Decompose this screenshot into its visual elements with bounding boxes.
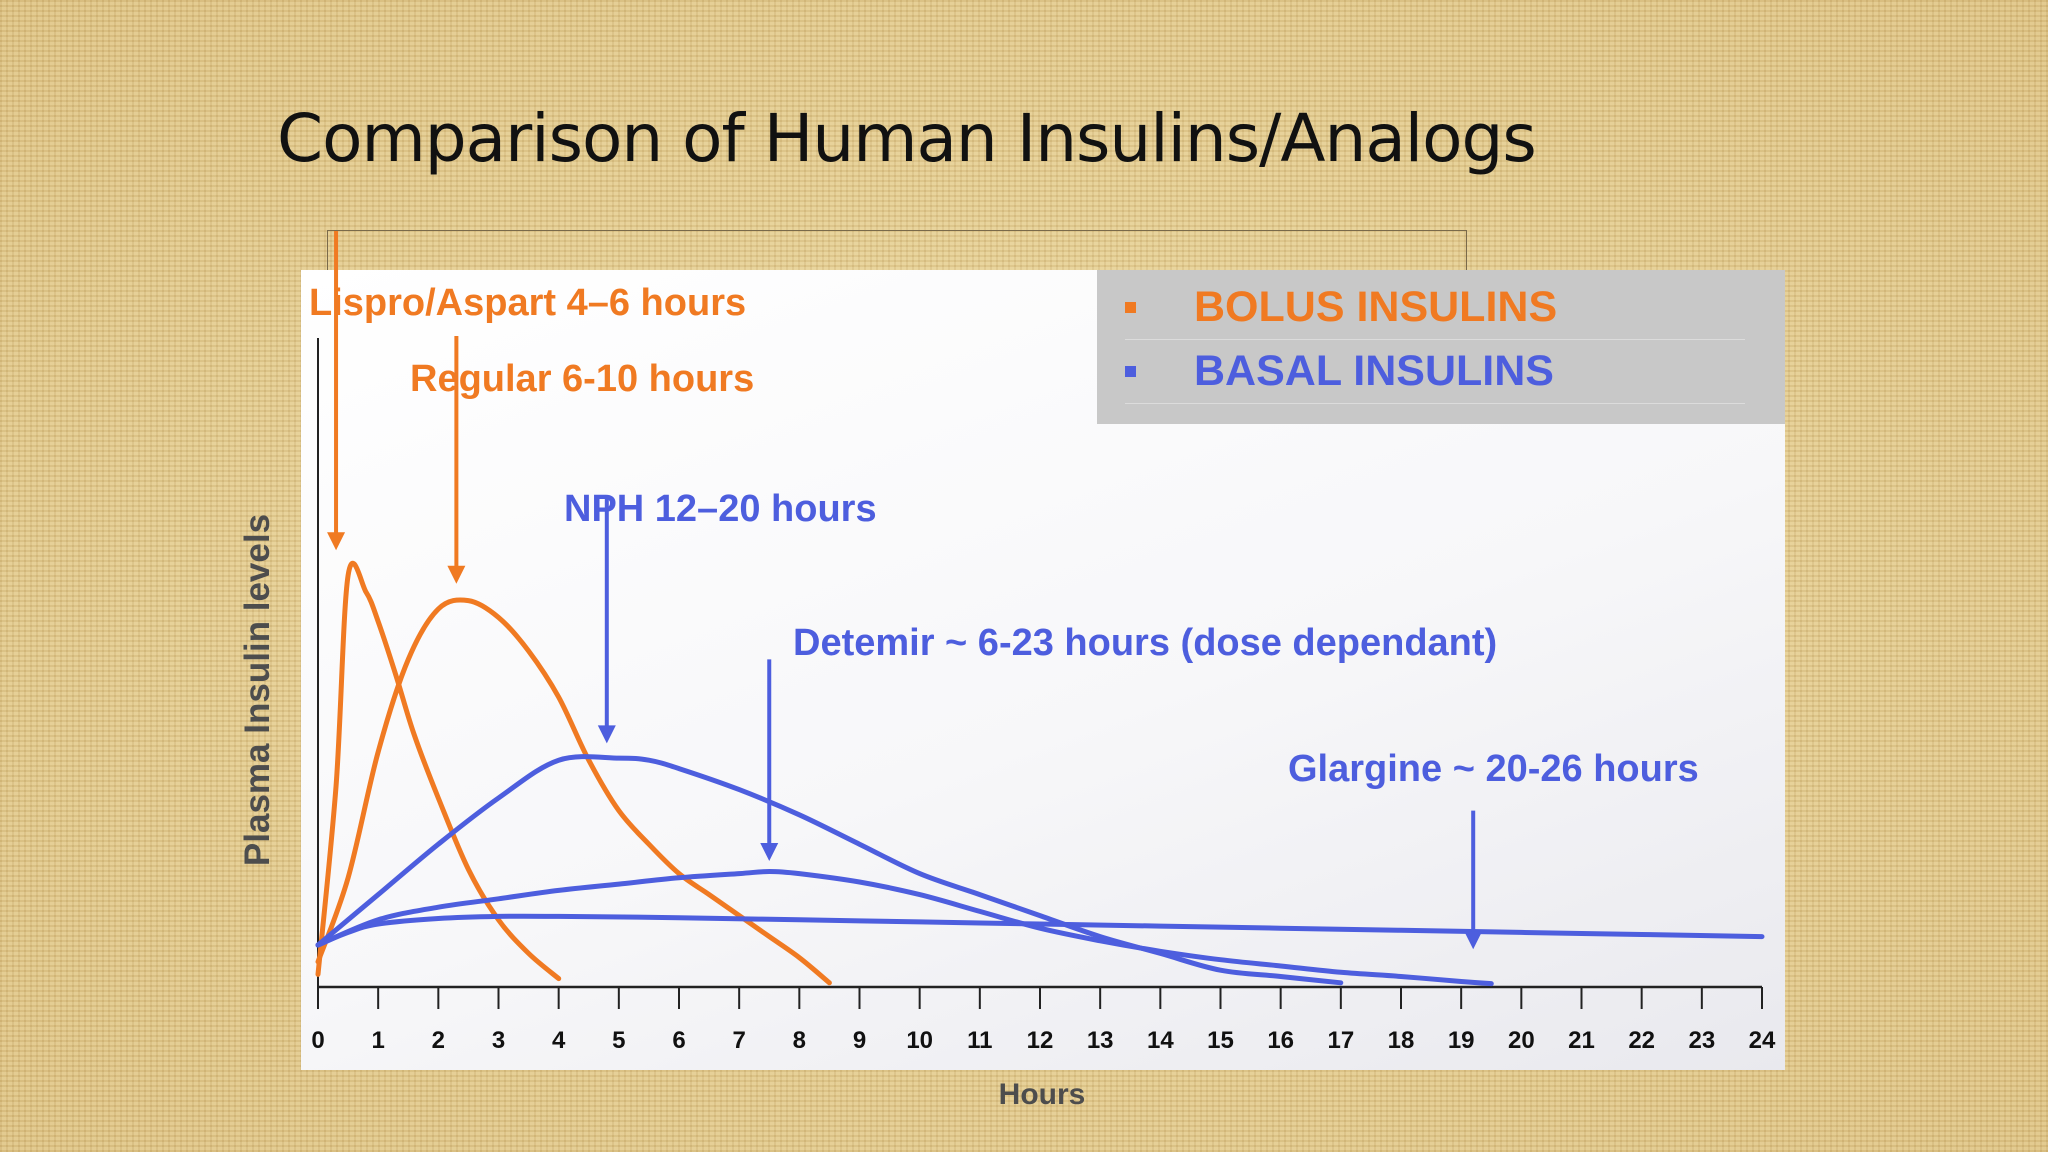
annotation-detemir: Detemir ~ 6-23 hours (dose dependant)	[793, 622, 1498, 664]
slide-title: Comparison of Human Insulins/Analogs	[277, 100, 1537, 177]
curve-glargine	[315, 913, 1765, 948]
annotation-regular: Regular 6-10 hours	[410, 358, 755, 400]
annotation-arrowhead-icon	[327, 532, 346, 551]
x-tick-label: 2	[432, 1027, 445, 1054]
x-tick-label: 7	[732, 1027, 745, 1054]
annotation-lispro: Lispro/Aspart 4–6 hours	[309, 282, 747, 324]
x-tick-label: 11	[967, 1027, 992, 1054]
bolus-marker-icon	[1125, 301, 1136, 313]
chart-curves	[315, 560, 1765, 987]
x-tick-label: 5	[612, 1027, 625, 1054]
x-axis-label: Hours	[998, 1078, 1086, 1111]
x-tick-label: 9	[853, 1027, 866, 1054]
x-tick-label: 4	[552, 1027, 566, 1054]
x-tick-label: 0	[311, 1027, 324, 1054]
x-tick-label: 21	[1568, 1027, 1595, 1054]
x-tick-label: 23	[1688, 1027, 1715, 1054]
y-axis-label: Plasma Insulin levels	[238, 513, 277, 867]
annotation-arrowhead-icon	[1464, 931, 1483, 950]
x-tick-label: 18	[1388, 1027, 1415, 1054]
annotation-arrowhead-icon	[597, 725, 616, 744]
legend-item-basal: BASAL INSULINS	[1125, 339, 1745, 404]
x-tick-label: 6	[672, 1027, 685, 1054]
legend-item-bolus: BOLUS INSULINS	[1125, 275, 1745, 340]
basal-marker-icon	[1125, 365, 1136, 377]
curve-detemir	[315, 869, 1494, 987]
x-tick-label: 10	[906, 1027, 933, 1054]
x-tick-label: 1	[371, 1027, 384, 1054]
curve-nph	[315, 754, 1344, 986]
x-tick-label: 3	[492, 1027, 505, 1054]
chart-legend: BOLUS INSULINS BASAL INSULINS	[1097, 270, 1785, 424]
x-tick-label: 12	[1027, 1027, 1054, 1054]
chart-arrows	[327, 231, 1483, 950]
x-tick-label: 15	[1207, 1027, 1234, 1054]
chart-axes: 0 1 2 3 4 5 6 7 8 9 10 11 12 13 14 15 16 17 18 19 20 21 22 23 24	[311, 338, 1776, 1054]
x-tick-label: 17	[1327, 1027, 1354, 1054]
curve-regular	[315, 597, 832, 986]
x-tick-label: 16	[1267, 1027, 1294, 1054]
x-tick-label: 14	[1147, 1027, 1174, 1054]
annotation-arrowhead-icon	[760, 843, 779, 861]
x-tick-label: 19	[1448, 1027, 1475, 1054]
annotation-nph: NPH 12–20 hours	[564, 488, 877, 530]
x-tick-label: 24	[1749, 1027, 1776, 1054]
legend-label-basal: BASAL INSULINS	[1194, 346, 1554, 395]
x-tick-label: 22	[1628, 1027, 1655, 1054]
x-tick-label: 20	[1508, 1027, 1535, 1054]
x-tick-label: 8	[793, 1027, 806, 1054]
annotation-glargine: Glargine ~ 20-26 hours	[1288, 748, 1699, 790]
annotation-arrowhead-icon	[447, 565, 466, 584]
chart-frame-line	[327, 230, 1467, 271]
legend-label-bolus: BOLUS INSULINS	[1194, 282, 1558, 331]
x-tick-label: 13	[1087, 1027, 1114, 1054]
